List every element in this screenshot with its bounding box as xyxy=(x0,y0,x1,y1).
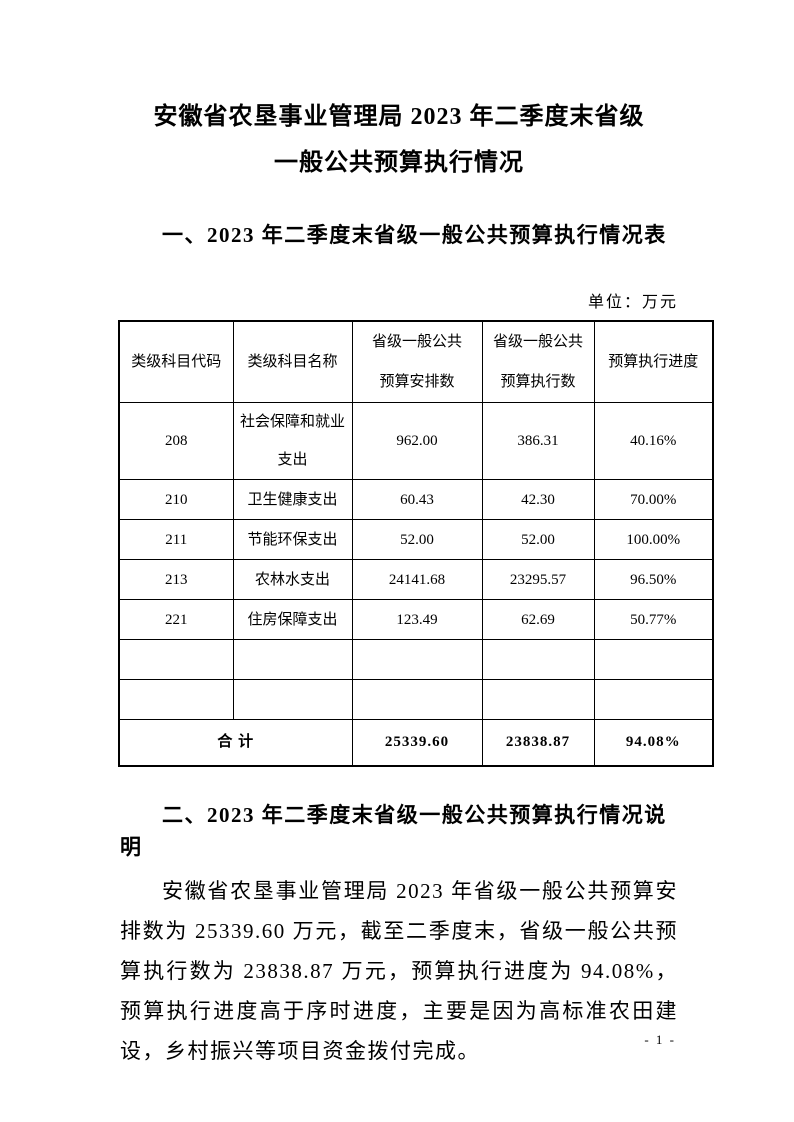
table-row: 208 社会保障和就业 支出 962.00 386.31 40.16% xyxy=(118,402,714,480)
cell-code: 221 xyxy=(118,599,234,640)
cell-executed: 62.69 xyxy=(481,599,595,640)
table-row: 213 农林水支出 24141.68 23295.57 96.50% xyxy=(118,559,714,600)
header-budget-arranged: 省级一般公共 预算安排数 xyxy=(351,320,483,403)
table-row-empty xyxy=(118,679,714,720)
cell-code: 210 xyxy=(118,479,234,520)
cell-arranged xyxy=(351,679,483,720)
section-1-heading: 一、2023 年二季度末省级一般公共预算执行情况表 xyxy=(162,223,667,247)
cell-name: 卫生健康支出 xyxy=(232,479,353,520)
title-line-1: 安徽省农垦事业管理局 2023 年二季度末省级 xyxy=(153,104,645,130)
header-progress: 预算执行进度 xyxy=(593,320,714,403)
cell-progress: 96.50% xyxy=(593,559,714,600)
table-row: 221 住房保障支出 123.49 62.69 50.77% xyxy=(118,599,714,640)
cell-name: 节能环保支出 xyxy=(232,519,353,560)
cell-progress xyxy=(593,639,714,680)
page-title: 安徽省农垦事业管理局 2023 年二季度末省级 一般公共预算执行情况 xyxy=(120,94,678,186)
page-number: - 1 - xyxy=(644,1032,676,1047)
cell-executed: 386.31 xyxy=(481,402,595,480)
table-row: 211 节能环保支出 52.00 52.00 100.00% xyxy=(118,519,714,560)
cell-name xyxy=(232,679,353,720)
cell-executed: 42.30 xyxy=(481,479,595,520)
cell-arranged: 52.00 xyxy=(351,519,483,560)
cell-executed: 52.00 xyxy=(481,519,595,560)
header-subject-name: 类级科目名称 xyxy=(232,320,353,403)
cell-executed xyxy=(481,639,595,680)
cell-arranged: 962.00 xyxy=(351,402,483,480)
cell-code xyxy=(118,679,234,720)
header-budget-executed: 省级一般公共 预算执行数 xyxy=(481,320,595,403)
total-executed: 23838.87 xyxy=(481,719,595,766)
cell-progress: 100.00% xyxy=(593,519,714,560)
cell-arranged xyxy=(351,639,483,680)
cell-name xyxy=(232,639,353,680)
cell-arranged: 24141.68 xyxy=(351,559,483,600)
cell-progress: 50.77% xyxy=(593,599,714,640)
section-2-heading: 二、2023 年二季度末省级一般公共预算执行情况说明 xyxy=(120,802,667,859)
header-subject-code: 类级科目代码 xyxy=(118,320,234,403)
body-paragraph: 安徽省农垦事业管理局 2023 年省级一般公共预算安排数为 25339.60 万… xyxy=(120,878,678,1063)
table-row-empty xyxy=(118,639,714,680)
cell-executed xyxy=(481,679,595,720)
table-header-row: 类级科目代码 类级科目名称 省级一般公共 预算安排数 省级一般公共 预算执行数 … xyxy=(118,320,714,403)
cell-name: 住房保障支出 xyxy=(232,599,353,640)
cell-name: 农林水支出 xyxy=(232,559,353,600)
budget-table: 类级科目代码 类级科目名称 省级一般公共 预算安排数 省级一般公共 预算执行数 … xyxy=(118,320,714,767)
unit-note: 单位：万元 xyxy=(587,294,678,311)
cell-progress xyxy=(593,679,714,720)
cell-name: 社会保障和就业 支出 xyxy=(232,402,353,480)
title-line-2: 一般公共预算执行情况 xyxy=(274,150,524,176)
cell-arranged: 123.49 xyxy=(351,599,483,640)
cell-code: 213 xyxy=(118,559,234,600)
cell-progress: 70.00% xyxy=(593,479,714,520)
cell-arranged: 60.43 xyxy=(351,479,483,520)
table-total-row: 合 计 25339.60 23838.87 94.08% xyxy=(118,719,714,766)
total-progress: 94.08% xyxy=(593,719,714,766)
cell-executed: 23295.57 xyxy=(481,559,595,600)
cell-code: 208 xyxy=(118,402,234,480)
total-arranged: 25339.60 xyxy=(351,719,483,766)
total-label: 合 计 xyxy=(118,719,353,766)
table-row: 210 卫生健康支出 60.43 42.30 70.00% xyxy=(118,479,714,520)
cell-code xyxy=(118,639,234,680)
cell-code: 211 xyxy=(118,519,234,560)
cell-progress: 40.16% xyxy=(593,402,714,480)
